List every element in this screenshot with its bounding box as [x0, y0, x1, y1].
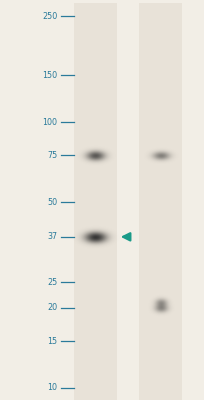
Text: 20: 20 [47, 303, 57, 312]
Text: 50: 50 [47, 198, 57, 206]
Bar [139, 3, 182, 400]
Text: 37: 37 [47, 232, 57, 241]
Text: 250: 250 [42, 12, 57, 21]
Text: 100: 100 [42, 118, 57, 126]
Text: 75: 75 [47, 151, 57, 160]
Bar [73, 3, 116, 400]
Text: 150: 150 [42, 71, 57, 80]
Text: 10: 10 [47, 383, 57, 392]
Text: 15: 15 [47, 336, 57, 346]
Text: 25: 25 [47, 278, 57, 286]
